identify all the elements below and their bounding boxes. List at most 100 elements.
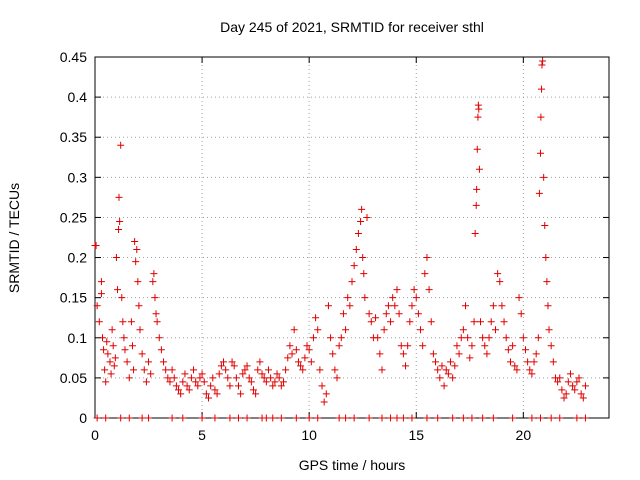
data-point: [157, 346, 165, 354]
data-point: [459, 414, 467, 422]
data-point: [185, 386, 193, 394]
data-point: [335, 342, 343, 350]
data-point: [305, 414, 313, 422]
data-point: [100, 346, 108, 354]
data-point: [577, 390, 585, 398]
data-point: [402, 362, 410, 370]
data-point: [170, 374, 178, 382]
data-point: [581, 382, 589, 390]
data-point: [378, 366, 386, 374]
y-tick-label: 0.4: [68, 89, 88, 105]
data-points: [91, 57, 589, 422]
y-tick-label: 0.15: [60, 290, 87, 306]
data-point: [324, 302, 332, 310]
data-point: [471, 229, 479, 237]
data-point: [414, 310, 422, 318]
data-point: [423, 254, 431, 262]
data-point: [113, 286, 121, 294]
data-point: [119, 318, 127, 326]
data-point: [262, 414, 270, 422]
data-point: [316, 366, 324, 374]
data-point: [128, 342, 136, 350]
data-point: [363, 213, 371, 221]
data-point: [569, 382, 577, 390]
data-point: [573, 414, 581, 422]
data-point: [288, 350, 296, 358]
data-point: [504, 346, 512, 354]
data-point: [305, 346, 313, 354]
data-point: [331, 366, 339, 374]
data-point: [196, 374, 204, 382]
data-point: [202, 390, 210, 398]
data-point: [262, 378, 270, 386]
data-point: [277, 382, 285, 390]
data-point: [387, 318, 395, 326]
data-point: [479, 334, 487, 342]
data-point: [166, 378, 174, 386]
data-point: [95, 318, 103, 326]
y-axis: 0 0.05 0.1 0.15 0.2 0.25 0.3 0.35 0.4 0.45: [60, 49, 609, 426]
data-point: [382, 310, 390, 318]
data-point: [395, 310, 403, 318]
data-point: [131, 238, 139, 246]
data-point: [359, 254, 367, 262]
data-point: [494, 270, 502, 278]
data-point: [252, 390, 260, 398]
data-point: [521, 346, 529, 354]
y-tick-label: 0.3: [68, 169, 88, 185]
data-point: [346, 302, 354, 310]
data-point: [556, 374, 564, 382]
data-point: [254, 366, 262, 374]
data-point: [179, 414, 187, 422]
data-point: [115, 225, 123, 233]
y-tick-label: 0.1: [68, 330, 88, 346]
data-point: [357, 217, 365, 225]
data-point: [466, 354, 474, 362]
data-point: [335, 414, 343, 422]
data-point: [239, 370, 247, 378]
x-tick-label: 20: [516, 427, 532, 443]
data-point: [190, 366, 198, 374]
data-point: [152, 310, 160, 318]
data-point: [232, 374, 240, 382]
data-point: [406, 318, 414, 326]
data-point: [314, 414, 322, 422]
data-point: [307, 358, 315, 366]
data-point: [179, 378, 187, 386]
data-point: [123, 358, 131, 366]
data-point: [224, 374, 232, 382]
data-point: [98, 334, 106, 342]
data-point: [127, 318, 135, 326]
data-point: [399, 350, 407, 358]
data-point: [339, 310, 347, 318]
chart-title: Day 245 of 2021, SRMTID for receiver sth…: [220, 19, 484, 35]
data-point: [528, 370, 536, 378]
data-point: [260, 374, 268, 382]
data-point: [575, 374, 583, 382]
data-point: [200, 378, 208, 386]
data-point: [211, 414, 219, 422]
data-point: [352, 246, 360, 254]
data-point: [432, 358, 440, 366]
data-point: [117, 141, 125, 149]
data-point: [292, 346, 300, 354]
data-point: [320, 398, 328, 406]
data-point: [111, 354, 119, 362]
data-point: [502, 334, 510, 342]
data-point: [138, 350, 146, 358]
data-point: [361, 294, 369, 302]
data-point: [155, 334, 163, 342]
data-point: [485, 334, 493, 342]
data-point: [314, 326, 322, 334]
data-point: [207, 382, 215, 390]
y-tick-label: 0.25: [60, 209, 87, 225]
x-axis-label: GPS time / hours: [299, 457, 406, 473]
data-point: [117, 414, 125, 422]
data-point: [145, 358, 153, 366]
data-point: [528, 414, 536, 422]
data-point: [408, 414, 416, 422]
data-point: [92, 242, 100, 250]
data-point: [544, 302, 552, 310]
data-point: [475, 105, 483, 113]
data-point: [97, 278, 105, 286]
